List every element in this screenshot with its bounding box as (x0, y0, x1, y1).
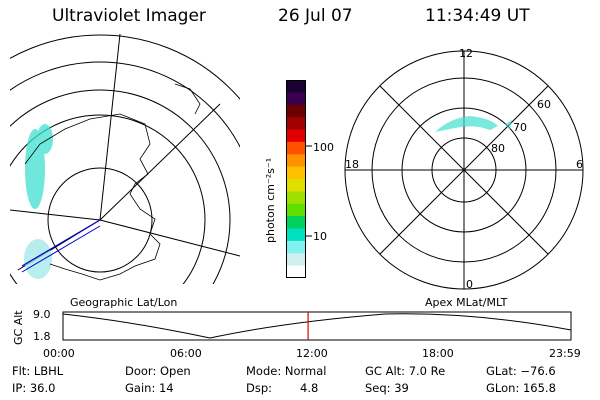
timeline-xtick-1800: 18:00 (422, 347, 454, 360)
color-scale-ticks (306, 145, 312, 237)
timeline-xtick-1200: 12:00 (296, 347, 328, 360)
date-label: 26 Jul 07 (278, 6, 353, 26)
altitude-timeline (62, 311, 572, 341)
colorbar-segment (286, 92, 306, 106)
colorbar-segment (286, 240, 306, 254)
orbit-track (21, 225, 101, 273)
lat-circle (10, 89, 231, 284)
meridian (99, 219, 240, 257)
mlat-label-70: 70 (513, 121, 527, 134)
colorbar-tick-10: 10 (313, 230, 327, 243)
colorbar-tick-100: 100 (313, 141, 334, 154)
colorbar-segment (286, 80, 306, 93)
timeline-xtick-0000: 00:00 (43, 347, 75, 360)
aurora-emission (24, 124, 53, 279)
timeline-ytick-1-8: 1.8 (33, 330, 51, 343)
altitude-curve (62, 313, 572, 339)
mlt-label-12: 12 (459, 47, 473, 60)
app-title: Ultraviolet Imager (52, 6, 206, 26)
mlt-line (379, 85, 549, 255)
lat-circle (47, 167, 153, 273)
info-seq: Seq: 39 (365, 381, 409, 395)
mlt-label-18: 18 (345, 158, 359, 171)
timeline-ylabel: GC Alt (12, 310, 25, 345)
meridian (10, 209, 101, 221)
colorbar-segment (286, 104, 306, 118)
colorbar-segment (286, 253, 306, 267)
polar-mlat-mlt-plot (344, 50, 584, 290)
right-panel-label: Apex MLat/MLT (425, 296, 508, 309)
info-filter: Flt: LBHL (12, 364, 64, 378)
timeline-xtick-2359: 23:59 (549, 347, 581, 360)
coastline (174, 83, 201, 115)
colorbar-segment (286, 191, 306, 205)
lat-circle (10, 61, 240, 148)
colorbar-unit-label: photon cm⁻²s⁻¹ (264, 157, 277, 243)
meridian (99, 103, 221, 221)
colorbar-segment (286, 117, 306, 131)
mlt-label-6: 6 (576, 158, 583, 171)
colorbar-segment (286, 265, 306, 279)
colorbar-segment (286, 129, 306, 143)
info-mode: Mode: Normal (246, 364, 327, 378)
info-glat: GLat: −76.6 (486, 364, 556, 378)
coastline (24, 113, 161, 281)
colorbar-segment (286, 216, 306, 230)
geographic-map (10, 34, 240, 284)
mlat-label-60: 60 (537, 98, 551, 111)
meridian (99, 34, 121, 221)
colorbar-segment (286, 203, 306, 217)
timeline-frame (62, 311, 572, 341)
colorbar-segment (286, 228, 306, 242)
colorbar-border (286, 80, 306, 278)
timeline-xtick-0600: 06:00 (170, 347, 202, 360)
lat-circle (10, 34, 240, 100)
mlt-label-0: 0 (466, 278, 473, 291)
lat-circle (10, 114, 206, 284)
aurora-emission (435, 116, 498, 132)
mlat-label-80: 80 (491, 142, 505, 155)
time-label: 11:34:49 UT (425, 6, 530, 26)
info-ip: IP: 36.0 (12, 381, 56, 395)
colorbar-segment (286, 179, 306, 192)
colorbar-segment (286, 141, 306, 155)
color-scale-bar (286, 80, 306, 279)
info-gc-alt: GC Alt: 7.0 Re (365, 364, 446, 378)
info-dsp-value: 4.8 (300, 381, 319, 395)
colorbar-segment (286, 166, 306, 180)
left-panel-label: Geographic Lat/Lon (70, 296, 178, 309)
info-gain: Gain: 14 (125, 381, 174, 395)
timeline-ytick-9: 9.0 (33, 308, 51, 321)
info-glon: GLon: 165.8 (486, 381, 556, 395)
colorbar-segment (286, 154, 306, 168)
orbit-track (21, 219, 101, 267)
info-dsp-label: Dsp: (246, 381, 273, 395)
info-door: Door: Open (125, 364, 191, 378)
aurora-emission (505, 120, 512, 130)
